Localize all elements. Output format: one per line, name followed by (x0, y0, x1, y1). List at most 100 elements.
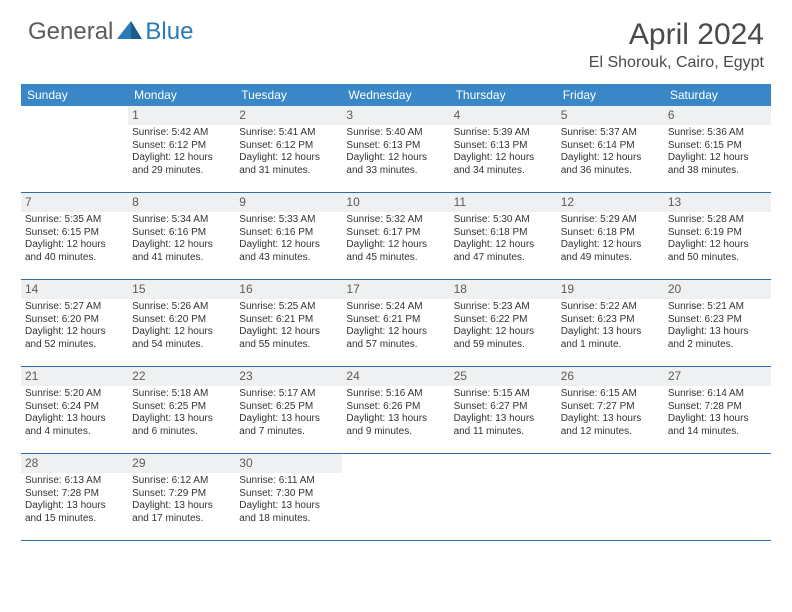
calendar-cell: 21Sunrise: 5:20 AMSunset: 6:24 PMDayligh… (21, 367, 128, 453)
daylight-line: Daylight: 12 hours and 33 minutes. (346, 152, 445, 177)
sunset-line: Sunset: 6:25 PM (132, 401, 231, 414)
calendar-header-row: Sunday Monday Tuesday Wednesday Thursday… (21, 84, 771, 106)
sunrise-line: Sunrise: 5:22 AM (561, 301, 660, 314)
dow-sunday: Sunday (21, 84, 128, 106)
day-number: 29 (128, 454, 235, 473)
day-details: Sunrise: 5:23 AMSunset: 6:22 PMDaylight:… (450, 301, 557, 353)
day-details: Sunrise: 5:27 AMSunset: 6:20 PMDaylight:… (21, 301, 128, 353)
sunrise-line: Sunrise: 5:40 AM (346, 127, 445, 140)
day-number: 21 (21, 367, 128, 386)
day-number: 20 (664, 280, 771, 299)
calendar-body: 1Sunrise: 5:42 AMSunset: 6:12 PMDaylight… (21, 106, 771, 541)
day-details: Sunrise: 6:12 AMSunset: 7:29 PMDaylight:… (128, 475, 235, 527)
month-title: April 2024 (589, 18, 764, 52)
daylight-line: Daylight: 12 hours and 43 minutes. (239, 239, 338, 264)
day-number: 26 (557, 367, 664, 386)
calendar-cell (557, 454, 664, 540)
calendar-row: 21Sunrise: 5:20 AMSunset: 6:24 PMDayligh… (21, 367, 771, 454)
day-number: 3 (342, 106, 449, 125)
day-details: Sunrise: 5:39 AMSunset: 6:13 PMDaylight:… (450, 127, 557, 179)
day-details: Sunrise: 5:28 AMSunset: 6:19 PMDaylight:… (664, 214, 771, 266)
sunrise-line: Sunrise: 5:21 AM (668, 301, 767, 314)
sunrise-line: Sunrise: 5:16 AM (346, 388, 445, 401)
calendar-cell: 18 Sunrise: 5:23 AMSunset: 6:22 PMDayligh… (450, 280, 557, 366)
calendar-cell (342, 454, 449, 540)
daylight-line: Daylight: 13 hours and 2 minutes. (668, 326, 767, 351)
sunset-line: Sunset: 6:20 PM (132, 314, 231, 327)
sunset-line: Sunset: 6:20 PM (25, 314, 124, 327)
day-number: 25 (450, 367, 557, 386)
day-details: Sunrise: 5:34 AMSunset: 6:16 PMDaylight:… (128, 214, 235, 266)
daylight-line: Daylight: 13 hours and 14 minutes. (668, 413, 767, 438)
calendar-cell: 6 Sunrise: 5:36 AMSunset: 6:15 PMDaylight… (664, 106, 771, 192)
daylight-line: Daylight: 12 hours and 54 minutes. (132, 326, 231, 351)
daylight-line: Daylight: 13 hours and 12 minutes. (561, 413, 660, 438)
sunset-line: Sunset: 6:15 PM (668, 140, 767, 153)
daylight-line: Daylight: 13 hours and 1 minute. (561, 326, 660, 351)
calendar-cell: 11Sunrise: 5:30 AMSunset: 6:18 PMDayligh… (450, 193, 557, 279)
sunset-line: Sunset: 6:22 PM (454, 314, 553, 327)
day-number: 18 (450, 280, 557, 299)
logo-text-blue: Blue (145, 18, 193, 46)
calendar-cell: 16Sunrise: 5:25 AMSunset: 6:21 PMDayligh… (235, 280, 342, 366)
calendar-cell: 9Sunrise: 5:33 AMSunset: 6:16 PMDaylight… (235, 193, 342, 279)
sunrise-line: Sunrise: 5:27 AM (25, 301, 124, 314)
calendar-cell: 5Sunrise: 5:37 AMSunset: 6:14 PMDaylight… (557, 106, 664, 192)
daylight-line: Daylight: 12 hours and 57 minutes. (346, 326, 445, 351)
day-details: Sunrise: 5:33 AMSunset: 6:16 PMDaylight:… (235, 214, 342, 266)
day-number: 16 (235, 280, 342, 299)
daylight-line: Daylight: 12 hours and 31 minutes. (239, 152, 338, 177)
sunset-line: Sunset: 6:13 PM (454, 140, 553, 153)
sunset-line: Sunset: 6:24 PM (25, 401, 124, 414)
day-number: 30 (235, 454, 342, 473)
day-number: 10 (342, 193, 449, 212)
calendar-cell: 20 Sunrise: 5:21 AMSunset: 6:23 PMDayligh… (664, 280, 771, 366)
day-details: Sunrise: 6:14 AMSunset: 7:28 PMDaylight:… (664, 388, 771, 440)
calendar-cell (450, 454, 557, 540)
day-number: 4 (450, 106, 557, 125)
day-number: 28 (21, 454, 128, 473)
sunset-line: Sunset: 6:21 PM (346, 314, 445, 327)
daylight-line: Daylight: 13 hours and 7 minutes. (239, 413, 338, 438)
sunset-line: Sunset: 7:28 PM (668, 401, 767, 414)
calendar-row: 28Sunrise: 6:13 AMSunset: 7:28 PMDayligh… (21, 454, 771, 541)
day-number: 19 (557, 280, 664, 299)
day-number: 15 (128, 280, 235, 299)
calendar-cell: 22Sunrise: 5:18 AMSunset: 6:25 PMDayligh… (128, 367, 235, 453)
day-number: 27 (664, 367, 771, 386)
day-details: Sunrise: 5:18 AMSunset: 6:25 PMDaylight:… (128, 388, 235, 440)
day-number: 23 (235, 367, 342, 386)
daylight-line: Daylight: 12 hours and 41 minutes. (132, 239, 231, 264)
calendar-cell: 24Sunrise: 5:16 AMSunset: 6:26 PMDayligh… (342, 367, 449, 453)
sunrise-line: Sunrise: 5:39 AM (454, 127, 553, 140)
daylight-line: Daylight: 12 hours and 45 minutes. (346, 239, 445, 264)
sunrise-line: Sunrise: 6:14 AM (668, 388, 767, 401)
daylight-line: Daylight: 12 hours and 29 minutes. (132, 152, 231, 177)
day-details: Sunrise: 5:35 AMSunset: 6:15 PMDaylight:… (21, 214, 128, 266)
calendar-cell: 19Sunrise: 5:22 AMSunset: 6:23 PMDayligh… (557, 280, 664, 366)
dow-saturday: Saturday (664, 84, 771, 106)
dow-wednesday: Wednesday (342, 84, 449, 106)
sunset-line: Sunset: 6:16 PM (239, 227, 338, 240)
daylight-line: Daylight: 13 hours and 17 minutes. (132, 500, 231, 525)
sunset-line: Sunset: 6:12 PM (132, 140, 231, 153)
sunset-line: Sunset: 6:17 PM (346, 227, 445, 240)
sunrise-line: Sunrise: 5:37 AM (561, 127, 660, 140)
calendar-cell: 14Sunrise: 5:27 AMSunset: 6:20 PMDayligh… (21, 280, 128, 366)
day-details: Sunrise: 5:37 AMSunset: 6:14 PMDaylight:… (557, 127, 664, 179)
sunrise-line: Sunrise: 5:24 AM (346, 301, 445, 314)
day-details: Sunrise: 5:21 AMSunset: 6:23 PMDaylight:… (664, 301, 771, 353)
day-details: Sunrise: 5:26 AMSunset: 6:20 PMDaylight:… (128, 301, 235, 353)
day-details: Sunrise: 6:15 AMSunset: 7:27 PMDaylight:… (557, 388, 664, 440)
day-details: Sunrise: 5:15 AMSunset: 6:27 PMDaylight:… (450, 388, 557, 440)
sunset-line: Sunset: 7:27 PM (561, 401, 660, 414)
calendar-cell: 8Sunrise: 5:34 AMSunset: 6:16 PMDaylight… (128, 193, 235, 279)
day-details: Sunrise: 5:36 AMSunset: 6:15 PMDaylight:… (664, 127, 771, 179)
sunset-line: Sunset: 6:13 PM (346, 140, 445, 153)
day-details: Sunrise: 6:11 AMSunset: 7:30 PMDaylight:… (235, 475, 342, 527)
day-number: 24 (342, 367, 449, 386)
sunrise-line: Sunrise: 5:35 AM (25, 214, 124, 227)
calendar-cell: 25 Sunrise: 5:15 AMSunset: 6:27 PMDayligh… (450, 367, 557, 453)
sunrise-line: Sunrise: 5:41 AM (239, 127, 338, 140)
day-number: 6 (664, 106, 771, 125)
